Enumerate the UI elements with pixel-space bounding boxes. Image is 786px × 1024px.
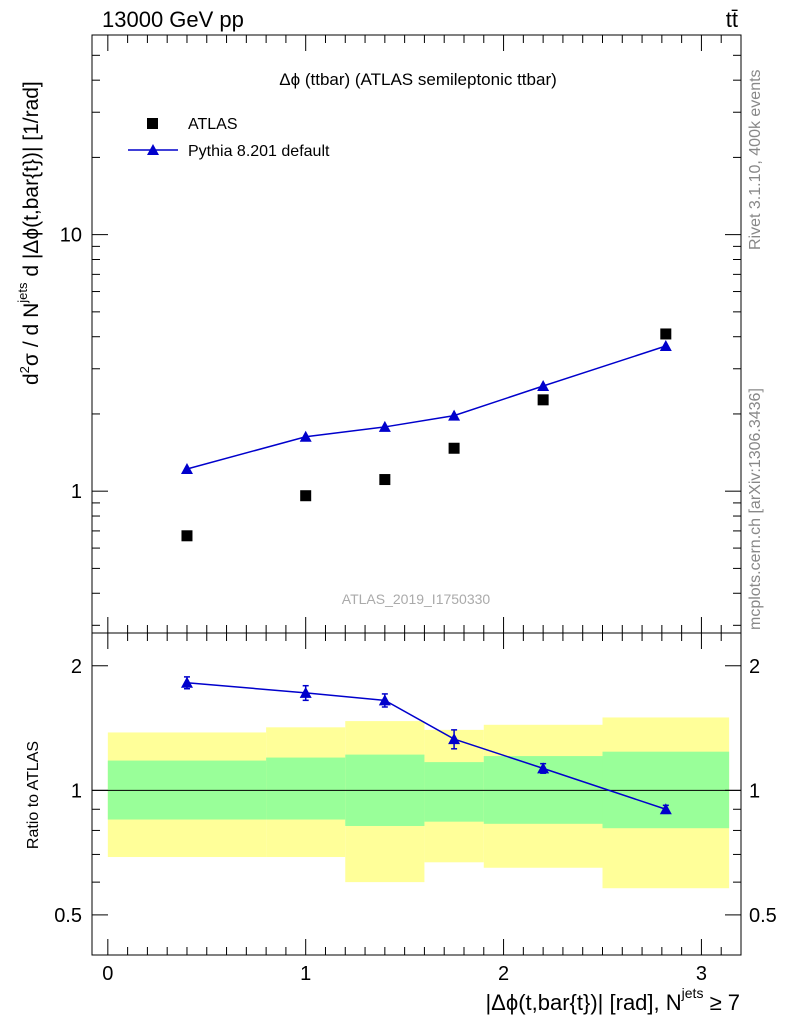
pythia-point <box>659 340 672 352</box>
ylabel-supjets: jets <box>15 282 30 304</box>
pythia-point <box>180 463 193 475</box>
main-plot-title: Δϕ (ttbar) (ATLAS semileptonic ttbar) <box>279 70 557 89</box>
main-y-tick-label: 1 <box>71 481 82 503</box>
xlabel-sup: jets <box>681 985 704 1001</box>
analysis-watermark: ATLAS_2019_I1750330 <box>342 591 491 607</box>
ratio-y-tick-label: 2 <box>71 656 82 678</box>
ratio-x-ticks: 0 1 2 3 <box>102 633 742 985</box>
mcplots-label: mcplots.cern.ch [arXiv:1306.3436] <box>747 388 764 630</box>
ratio-panel: 0.5 0.5 1 1 2 2 0 1 2 3 Ratio to ATLAS |Δϕ(t,bar… <box>25 632 777 1015</box>
atlas-point <box>660 328 672 340</box>
ylabel-d: d <box>20 373 43 385</box>
ylabel-rest: d |Δϕ(t,bar{t})| [1/rad] <box>20 81 43 282</box>
atlas-point <box>300 490 312 502</box>
legend: ATLAS Pythia 8.201 default <box>128 116 330 160</box>
ratio-y-axis-label: Ratio to ATLAS <box>25 741 42 849</box>
ratio-y-tick-label-right: 2 <box>749 656 760 678</box>
ratio-pythia-point <box>448 733 461 745</box>
ratio-pythia-point <box>659 803 672 815</box>
xlabel-tail: ≥ 7 <box>703 990 740 1015</box>
pythia-point <box>378 420 391 432</box>
main-y-axis-label: d2σ / d Njets d |Δϕ(t,bar{t})| [1/rad] <box>15 81 43 385</box>
green-band <box>266 757 346 820</box>
ratio-y-ticks: 0.5 0.5 1 1 2 2 <box>54 656 777 956</box>
ratio-pythia-series <box>180 676 672 815</box>
atlas-point <box>181 530 193 542</box>
pythia-point <box>299 430 312 442</box>
atlas-series <box>181 328 672 542</box>
green-band <box>424 762 484 822</box>
x-tick-label: 1 <box>300 963 311 985</box>
legend-label-atlas: ATLAS <box>188 116 238 133</box>
atlas-point <box>448 442 460 454</box>
ratio-pythia-line <box>186 681 667 810</box>
process-label: tt̄ <box>726 7 738 32</box>
x-tick-label: 0 <box>102 963 113 985</box>
pythia-line <box>186 345 667 470</box>
xlabel-main: |Δϕ(t,bar{t})| [rad], N <box>485 990 681 1015</box>
ylabel-sigma: σ <box>20 353 43 366</box>
main-y-tick-label: 10 <box>60 225 82 247</box>
atlas-point <box>379 474 391 486</box>
ratio-pythia-point <box>180 676 193 688</box>
x-tick-label: 2 <box>498 963 509 985</box>
ratio-pythia-point <box>299 686 312 698</box>
ratio-pythia-point <box>537 762 550 774</box>
pythia-series <box>180 340 672 475</box>
ratio-pythia-point <box>378 694 391 706</box>
legend-marker-atlas <box>147 118 158 129</box>
ratio-y-tick-label-right: 1 <box>749 780 760 802</box>
main-y-ticks: 1 10 <box>60 34 741 626</box>
ratio-y-tick-label: 0.5 <box>54 905 82 927</box>
ylabel-slash: / d N <box>20 303 43 347</box>
ylabel-sup2: 2 <box>17 366 32 373</box>
main-x-ticks <box>107 35 742 633</box>
x-axis-label: |Δϕ(t,bar{t})| [rad], Njets ≥ 7 <box>485 985 740 1015</box>
rivet-label: Rivet 3.1.10, 400k events <box>747 69 764 250</box>
pythia-point <box>537 380 550 392</box>
main-panel: 1 10 Δϕ (ttbar) (ATLAS semileptonic ttbar… <box>15 34 742 634</box>
atlas-point <box>537 394 549 406</box>
legend-label-pythia: Pythia 8.201 default <box>188 143 330 160</box>
ratio-y-tick-label-right: 0.5 <box>749 905 777 927</box>
uncertainty-bands <box>107 717 730 889</box>
energy-label: 13000 GeV pp <box>102 7 244 32</box>
legend-marker-pythia <box>147 144 159 155</box>
pythia-point <box>448 409 461 421</box>
ratio-y-tick-label: 1 <box>71 780 82 802</box>
x-tick-label: 3 <box>696 963 707 985</box>
ratio-plot-frame <box>91 632 742 956</box>
